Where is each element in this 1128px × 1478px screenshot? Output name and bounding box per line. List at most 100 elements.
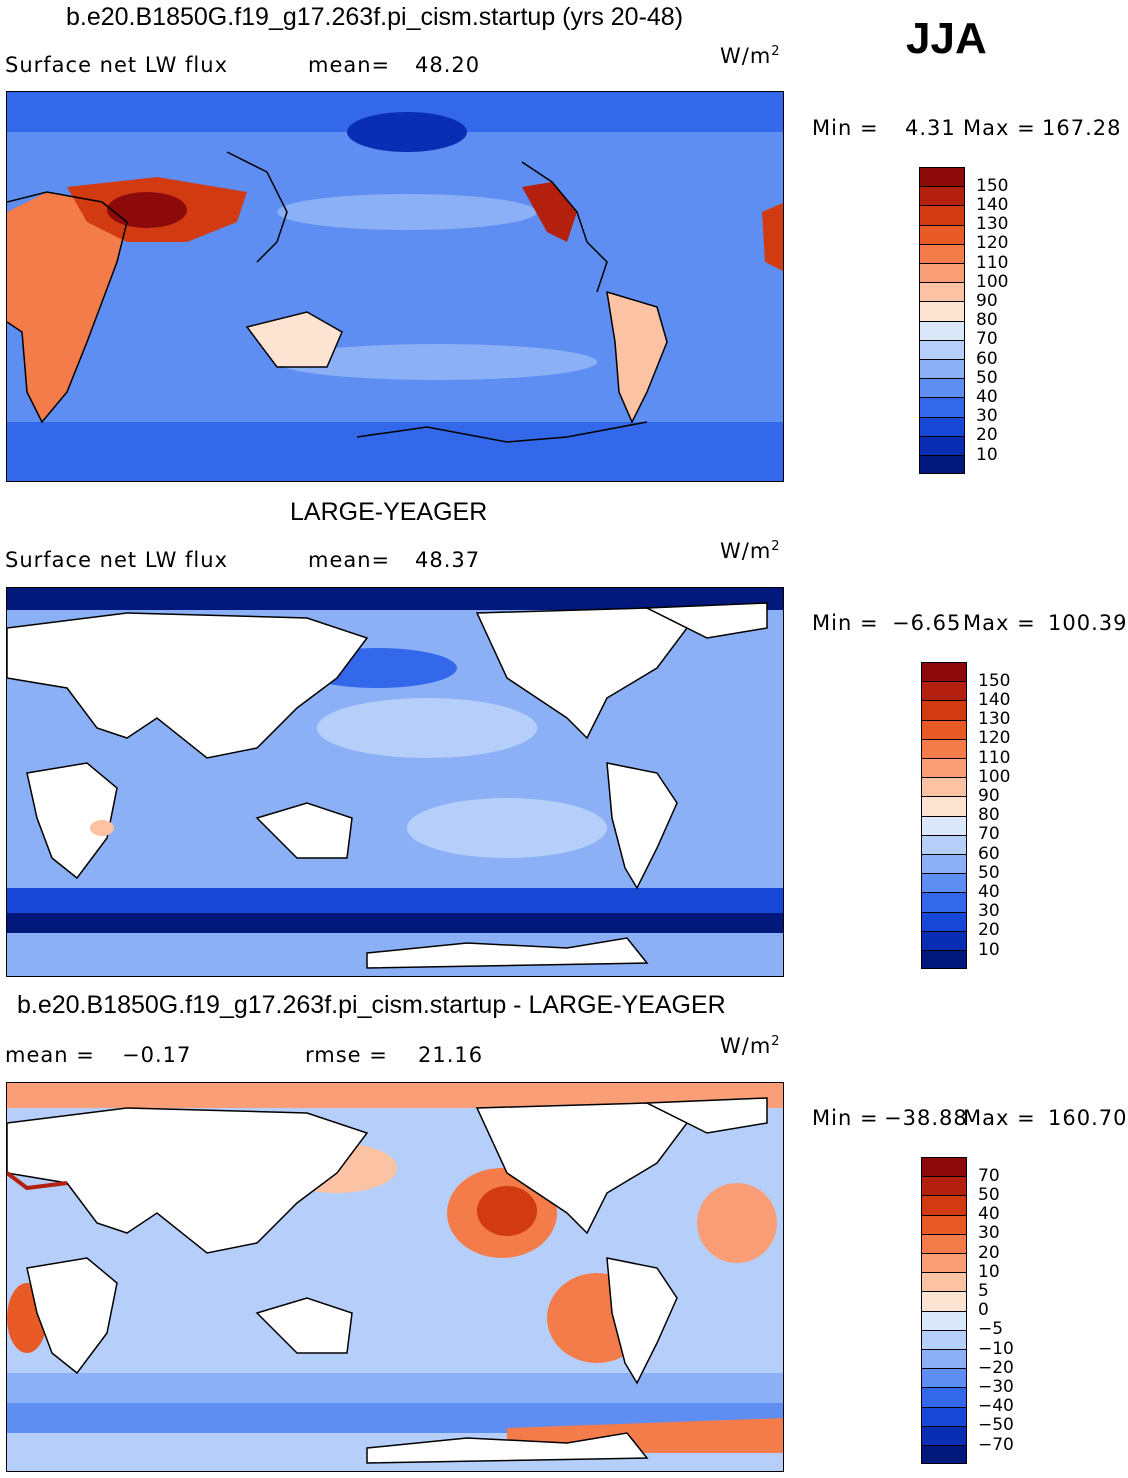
colorbar-tick-label: 60	[978, 843, 1000, 864]
colorbar-swatch	[921, 911, 967, 931]
panel-1-map-svg	[7, 92, 783, 481]
colorbar-tick-label: 140	[978, 689, 1011, 710]
colorbar-swatch	[919, 301, 965, 321]
colorbar-swatch	[921, 873, 967, 893]
east-edge-warm	[762, 202, 783, 271]
panel-2-variable-label: Surface net LW flux	[5, 548, 228, 572]
colorbar-swatch	[921, 738, 967, 758]
colorbar-swatch	[921, 834, 967, 854]
namerica-warm	[522, 182, 577, 242]
season-label: JJA	[906, 14, 987, 63]
colorbar-tick-label: 70	[978, 824, 1000, 845]
ocean-field	[7, 92, 783, 481]
colorbar-swatch	[919, 416, 965, 436]
panel-2-map-svg	[7, 588, 783, 976]
panel-3-mean-label: mean =	[5, 1043, 95, 1067]
colorbar-swatch	[919, 263, 965, 283]
colorbar-tick-label: 150	[976, 175, 1009, 196]
colorbar-swatch	[921, 1291, 967, 1311]
colorbar-swatch	[921, 1214, 967, 1234]
panel-1-min-label: Min =	[812, 116, 879, 140]
colorbar-swatch	[919, 282, 965, 302]
colorbar-tick-label: 10	[978, 939, 1000, 960]
colorbar-swatch	[921, 1349, 967, 1369]
colorbar-swatch	[921, 758, 967, 778]
colorbar-swatch	[921, 1195, 967, 1215]
panel-1-max-label: Max =	[963, 116, 1036, 140]
colorbar-swatch	[919, 205, 965, 225]
colorbar-swatch	[921, 1368, 967, 1388]
colorbar-tick-label: 30	[978, 901, 1000, 922]
panel-2-min-label: Min =	[812, 611, 879, 635]
colorbar-tick-label: 100	[976, 271, 1009, 292]
colorbar-swatch	[921, 1406, 967, 1426]
panel-2-max-value: 100.39	[1048, 611, 1128, 635]
colorbar-swatch	[921, 1445, 967, 1465]
california-current-core	[477, 1186, 537, 1236]
colorbar-swatch	[921, 681, 967, 701]
colorbar-swatch	[921, 796, 967, 816]
bering-low	[347, 112, 467, 152]
australia-warm	[247, 312, 342, 367]
colorbar-tick-label: 90	[976, 290, 998, 311]
arctic-band	[7, 588, 783, 610]
panel-2-title: LARGE-YEAGER	[290, 498, 488, 526]
panel-3-min-label: Min =	[812, 1106, 879, 1130]
spac-light	[407, 798, 607, 858]
colorbar-tick-label: −5	[978, 1319, 1004, 1340]
panel-1-map	[6, 91, 784, 482]
panel-1-mean-value: 48.20	[415, 53, 481, 77]
colorbar-tick-label: 20	[978, 1242, 1000, 1263]
colorbar-swatch	[919, 455, 965, 475]
npac-band	[277, 194, 537, 230]
colorbar-tick-label: 20	[976, 425, 998, 446]
panel-1-min-value: 4.31	[905, 116, 956, 140]
panel-3-title: b.e20.B1850G.f19_g17.263f.pi_cism.startu…	[17, 991, 726, 1019]
colorbar-tick-label: 80	[976, 310, 998, 331]
colorbar-tick-label: 30	[978, 1223, 1000, 1244]
colorbar-tick-label: 100	[978, 766, 1011, 787]
colorbar-tick-label: 50	[976, 367, 998, 388]
colorbar-tick-label: 120	[978, 728, 1011, 749]
colorbar-tick-label: 80	[978, 805, 1000, 826]
colorbar-swatch	[921, 892, 967, 912]
colorbar-frame	[921, 662, 967, 970]
colorbar-frame	[919, 167, 965, 475]
colorbar-swatch	[921, 1329, 967, 1349]
colorbar-swatch	[921, 854, 967, 874]
samerica-warm	[607, 292, 667, 422]
colorbar-tick-label: −10	[978, 1338, 1014, 1359]
colorbar-tick-label: 30	[976, 406, 998, 427]
colorbar-swatch	[919, 359, 965, 379]
colorbar-swatch	[921, 1272, 967, 1292]
panel-2-map	[6, 587, 784, 977]
colorbar-tick-label: −40	[978, 1396, 1014, 1417]
colorbar-swatch	[921, 1233, 967, 1253]
land-masses	[7, 1097, 768, 1464]
colorbar-swatch	[921, 950, 967, 970]
panel-3-min-value: −38.88	[884, 1106, 968, 1130]
colorbar-swatch	[921, 930, 967, 950]
colorbar-swatch	[921, 1425, 967, 1445]
colorbar-tick-label: 20	[978, 920, 1000, 941]
panel-3-rmse-label: rmse =	[305, 1043, 388, 1067]
colorbar-tick-label: −50	[978, 1415, 1014, 1436]
colorbar-tick-label: −30	[978, 1376, 1014, 1397]
colorbar-swatch	[921, 700, 967, 720]
colorbar-tick-label: −20	[978, 1357, 1014, 1378]
colorbar-swatch	[919, 186, 965, 206]
panel-2-min-value: −6.65	[892, 611, 962, 635]
colorbar-tick-label: 40	[978, 1204, 1000, 1225]
colorbar-swatch	[921, 719, 967, 739]
npac-light	[317, 698, 537, 758]
colorbar-swatch	[921, 815, 967, 835]
colorbar-swatch	[921, 1176, 967, 1196]
colorbar-tick-label: 140	[976, 194, 1009, 215]
colorbar-swatch	[919, 224, 965, 244]
colorbar-swatch	[919, 339, 965, 359]
colorbar-swatch	[919, 378, 965, 398]
colorbar-swatch	[921, 777, 967, 797]
colorbar-tick-label: 0	[978, 1300, 989, 1321]
colorbar-tick-label: 70	[976, 329, 998, 350]
colorbar-swatch	[919, 243, 965, 263]
